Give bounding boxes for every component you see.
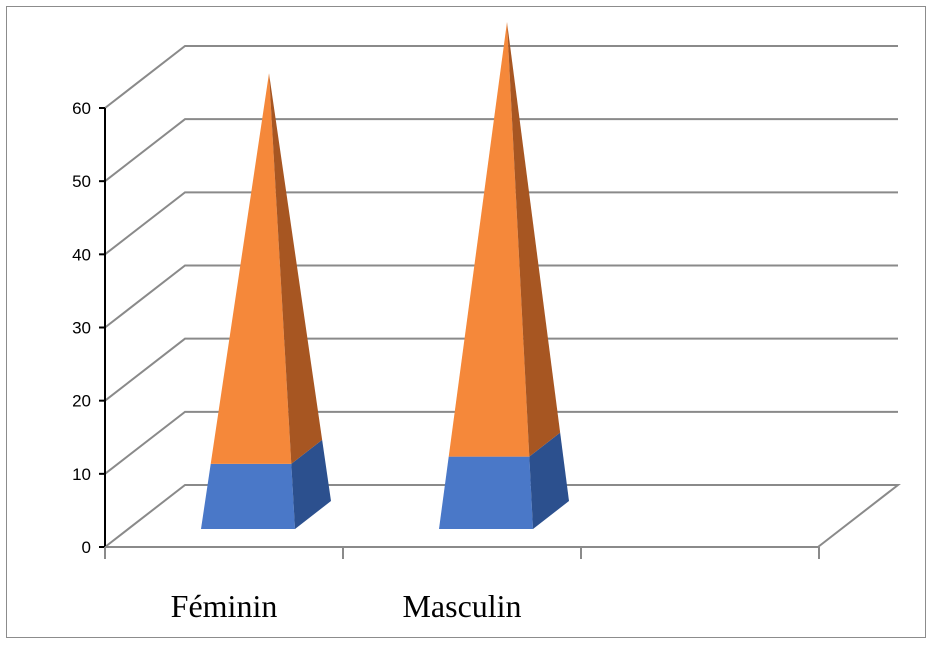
y-tick-labels: 0 10 20 30 40 50 60 xyxy=(72,99,91,557)
axes xyxy=(99,107,820,559)
gridline xyxy=(104,264,898,329)
bar-Féminin-series2-front xyxy=(210,73,292,464)
bar-Masculin-series2-side xyxy=(507,22,561,457)
gridline xyxy=(104,191,898,256)
x-category-label: Masculin xyxy=(402,588,521,624)
chart-frame xyxy=(6,6,926,638)
y-tick-label: 60 xyxy=(72,99,91,118)
x-category-label: Féminin xyxy=(171,588,278,624)
gridlines xyxy=(104,45,901,548)
bar-Féminin-series2-side xyxy=(269,73,323,464)
bar-Féminin-series1-side xyxy=(291,439,331,529)
y-tick-label: 30 xyxy=(72,319,91,338)
gridline xyxy=(104,118,898,182)
x-category-labels: Féminin Masculin xyxy=(171,588,522,624)
y-tick-label: 10 xyxy=(72,465,91,484)
bar-Féminin-series1-front xyxy=(201,463,295,529)
gridline xyxy=(104,45,898,109)
gridline xyxy=(104,410,898,475)
y-tick-label: 50 xyxy=(72,172,91,191)
bar-Masculin-series1-side xyxy=(529,432,569,529)
y-tick-label: 20 xyxy=(72,392,91,411)
bar-marks xyxy=(201,22,569,529)
bar-Masculin-series2-front xyxy=(448,22,530,457)
y-tick-label: 0 xyxy=(82,538,91,557)
y-tick-label: 40 xyxy=(72,245,91,264)
bar-Masculin-series1-front xyxy=(439,456,533,529)
gridline xyxy=(104,337,898,402)
